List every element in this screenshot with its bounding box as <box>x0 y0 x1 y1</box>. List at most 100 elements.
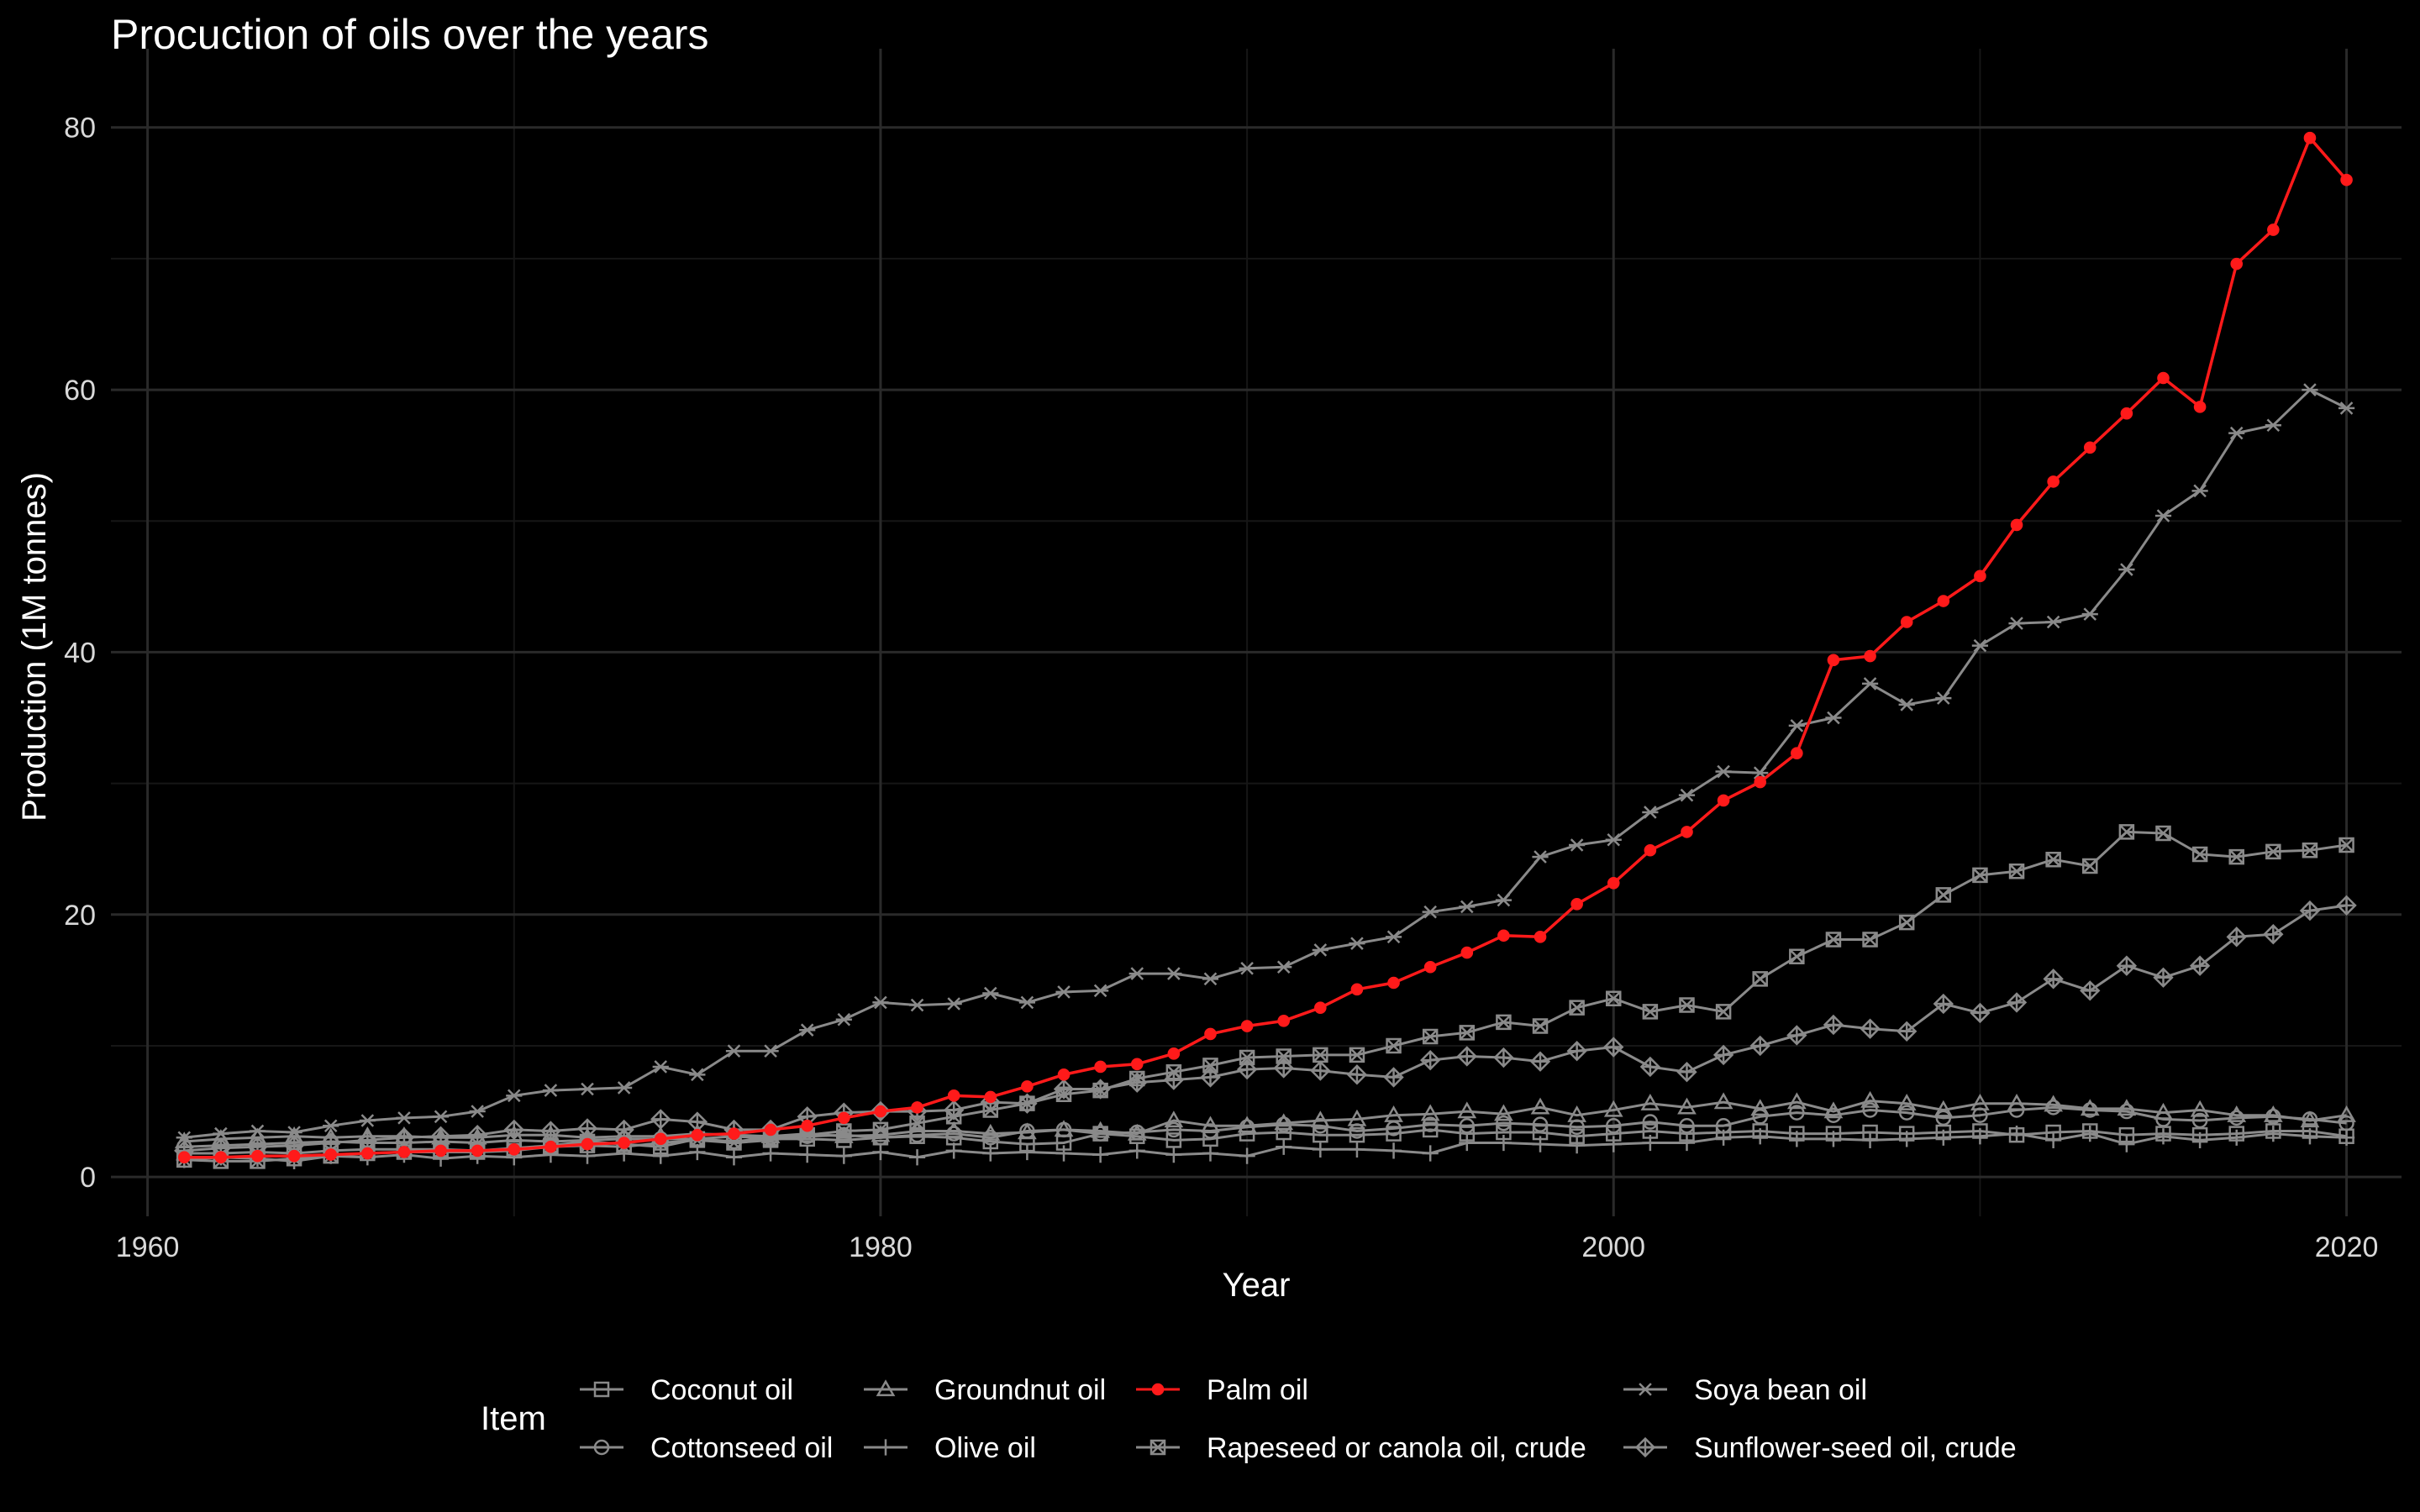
data-point-soya-bean-oil <box>286 1126 302 1139</box>
y-tick-label: 60 <box>64 375 96 407</box>
data-point-palm-oil <box>2120 407 2133 420</box>
data-point-soya-bean-oil <box>1092 984 1109 998</box>
data-point-cottonseed-oil <box>1606 1117 1622 1134</box>
data-point-olive-oil <box>1678 1134 1696 1152</box>
data-point-palm-oil <box>1057 1068 1071 1081</box>
data-point-palm-oil <box>287 1149 301 1163</box>
data-point-rapeseed-or-canola-oil-crude <box>836 1123 852 1139</box>
data-point-sunflower-seed-oil-crude <box>1897 1021 1918 1042</box>
data-point-cottonseed-oil <box>1239 1119 1255 1136</box>
legend-item-olive-oil: Olive oil <box>864 1432 1036 1464</box>
data-point-olive-oil <box>1971 1128 1989 1145</box>
data-point-groundnut-oil <box>1897 1093 1917 1110</box>
legend-label: Olive oil <box>934 1432 1036 1464</box>
data-point-soya-bean-oil <box>2008 617 2025 630</box>
data-point-rapeseed-or-canola-oil-crude <box>1898 914 1915 931</box>
data-point-palm-oil <box>1534 931 1547 943</box>
data-point-olive-oil <box>1018 1143 1035 1161</box>
data-point-palm-oil <box>691 1128 704 1142</box>
data-point-palm-oil <box>1644 843 1657 857</box>
data-point-rapeseed-or-canola-oil-crude <box>1642 1004 1659 1020</box>
data-point-rapeseed-or-canola-oil-crude <box>872 1121 889 1138</box>
data-point-groundnut-oil <box>1384 1105 1403 1122</box>
data-point-sunflower-seed-oil-crude <box>2299 900 2321 921</box>
data-point-rapeseed-or-canola-oil-crude <box>1313 1047 1328 1063</box>
data-point-groundnut-oil <box>1823 1101 1844 1119</box>
data-point-groundnut-oil <box>1677 1097 1697 1115</box>
data-point-soya-bean-oil <box>1971 638 1989 653</box>
data-point-palm-oil <box>397 1146 411 1158</box>
data-point-rapeseed-or-canola-oil-crude <box>1606 990 1622 1006</box>
data-point-sunflower-seed-oil-crude <box>1676 1062 1697 1083</box>
data-point-olive-oil <box>1898 1131 1915 1147</box>
data-point-groundnut-oil <box>1603 1100 1623 1117</box>
data-point-rapeseed-or-canola-oil-crude <box>2265 843 2281 860</box>
data-point-groundnut-oil <box>1457 1101 1477 1119</box>
data-point-sunflower-seed-oil-crude <box>1603 1037 1624 1058</box>
data-point-soya-bean-oil <box>1605 832 1622 847</box>
data-point-sunflower-seed-oil-crude <box>1860 1018 1881 1039</box>
data-point-palm-oil <box>618 1137 630 1149</box>
data-point-groundnut-oil <box>2300 1110 2320 1128</box>
data-point-olive-oil <box>872 1143 889 1161</box>
data-point-soya-bean-oil <box>1678 788 1696 802</box>
data-point-rapeseed-or-canola-oil-crude <box>2155 825 2171 842</box>
data-point-olive-oil <box>1642 1134 1659 1152</box>
data-point-sunflower-seed-oil-crude <box>1200 1067 1221 1088</box>
data-point-olive-oil <box>1202 1145 1219 1162</box>
data-point-palm-oil <box>2083 441 2096 454</box>
data-point-sunflower-seed-oil-crude <box>2153 967 2174 988</box>
data-point-palm-oil <box>1094 1060 1107 1074</box>
grid-layer <box>111 49 2402 1216</box>
legend-key-marker <box>876 1379 896 1397</box>
data-point-rapeseed-or-canola-oil-crude <box>1276 1048 1292 1064</box>
x-tick-label: 1960 <box>116 1231 180 1263</box>
data-point-groundnut-oil <box>797 1123 818 1141</box>
data-point-soya-bean-oil <box>1788 719 1805 732</box>
data-point-sunflower-seed-oil-crude <box>1712 1044 1734 1066</box>
data-point-rapeseed-or-canola-oil-crude <box>1715 1004 1732 1020</box>
data-point-groundnut-oil <box>1750 1099 1770 1116</box>
data-point-olive-oil <box>1165 1147 1182 1163</box>
data-point-groundnut-oil <box>1567 1105 1586 1122</box>
data-point-rapeseed-or-canola-oil-crude <box>2118 824 2135 840</box>
data-point-soya-bean-oil <box>249 1124 266 1138</box>
data-point-groundnut-oil <box>1786 1092 1807 1110</box>
data-point-olive-oil <box>1349 1141 1365 1158</box>
data-point-palm-oil <box>1130 1058 1144 1071</box>
data-point-olive-oil <box>1495 1134 1512 1152</box>
data-point-sunflower-seed-oil-crude <box>650 1109 671 1130</box>
data-point-rapeseed-or-canola-oil-crude <box>1935 887 1952 903</box>
data-point-groundnut-oil <box>1970 1093 1990 1110</box>
data-point-sunflower-seed-oil-crude <box>1346 1064 1368 1085</box>
data-point-cottonseed-oil <box>1642 1114 1659 1130</box>
data-point-palm-oil <box>1791 747 1803 759</box>
data-point-sunflower-seed-oil-crude <box>2043 969 2064 990</box>
legend-key-marker <box>1151 1383 1165 1396</box>
data-point-palm-oil <box>471 1144 484 1158</box>
data-point-palm-oil <box>1497 929 1510 942</box>
series-palm-oil <box>177 131 2353 1164</box>
data-point-cottonseed-oil <box>1862 1102 1878 1118</box>
data-point-rapeseed-or-canola-oil-crude <box>1422 1028 1439 1045</box>
data-point-rapeseed-or-canola-oil-crude <box>1496 1014 1512 1031</box>
data-point-sunflower-seed-oil-crude <box>466 1125 488 1146</box>
data-point-sunflower-seed-oil-crude <box>1236 1058 1258 1080</box>
data-point-olive-oil <box>725 1149 743 1166</box>
data-point-rapeseed-or-canola-oil-crude <box>1386 1037 1402 1054</box>
data-point-olive-oil <box>2081 1126 2098 1142</box>
data-point-palm-oil <box>801 1119 814 1132</box>
data-point-soya-bean-oil <box>2338 402 2355 415</box>
data-point-palm-oil <box>1167 1047 1181 1060</box>
data-point-palm-oil <box>581 1137 594 1151</box>
data-point-palm-oil <box>1021 1080 1034 1093</box>
x-tick-label: 2020 <box>2315 1231 2379 1263</box>
y-tick-label: 20 <box>64 900 96 932</box>
data-point-soya-bean-oil <box>432 1110 450 1124</box>
data-point-palm-oil <box>1864 649 1876 663</box>
data-point-sunflower-seed-oil-crude <box>1493 1047 1514 1068</box>
legend-item-coconut-oil: Coconut oil <box>580 1374 793 1406</box>
legend-label: Sunflower-seed oil, crude <box>1694 1432 2017 1464</box>
data-point-soya-bean-oil <box>1276 960 1292 974</box>
